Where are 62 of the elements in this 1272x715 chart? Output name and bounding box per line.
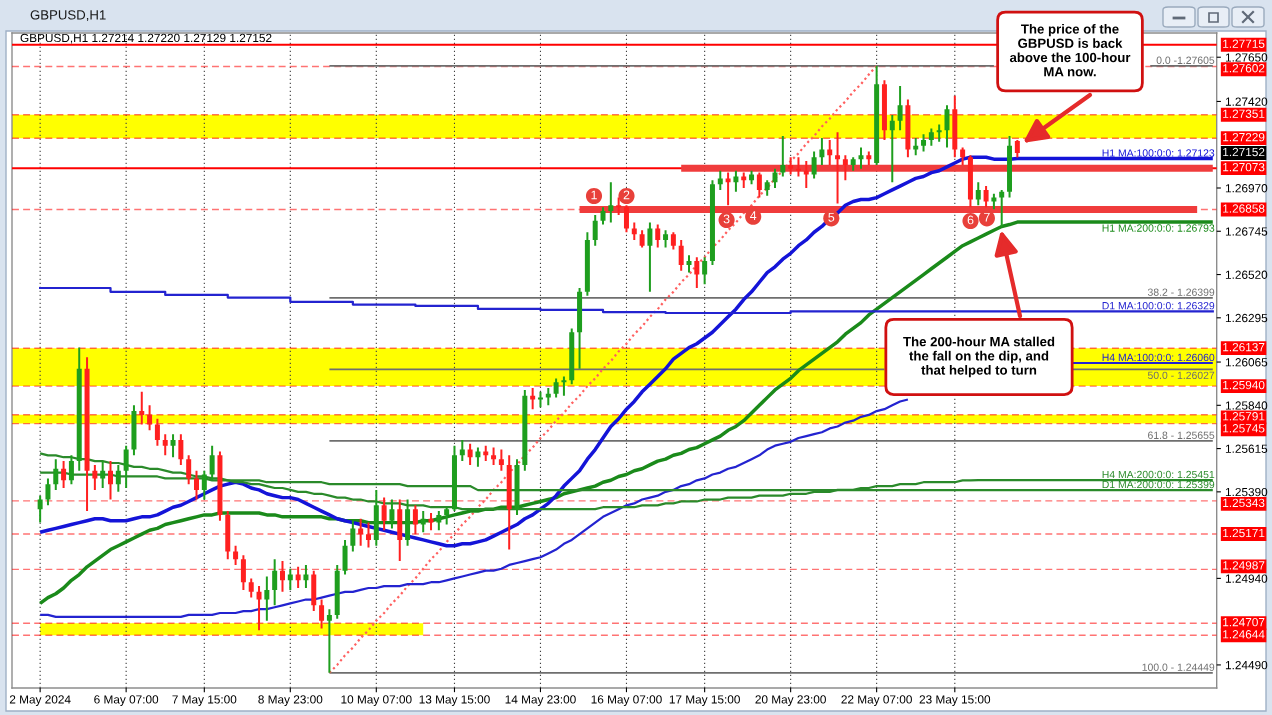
series-label: 50.0 - 1.26027 xyxy=(1147,371,1215,380)
x-tick-label: 13 May 15:00 xyxy=(419,695,490,706)
ref-line-label: 1.25171 xyxy=(1223,528,1265,538)
series-label: D1 MA:200:0:0: 1.25399 xyxy=(1102,480,1215,489)
x-tick-label: 8 May 23:00 xyxy=(258,695,323,706)
series-label: H4 MA:200:0:0: 1.25451 xyxy=(1102,470,1215,479)
ref-line-label: 1.26858 xyxy=(1223,204,1265,213)
y-tick-label: 1.26295 xyxy=(1225,313,1268,323)
series-label: D1 MA:100:0:0: 1.26329 xyxy=(1102,302,1215,310)
y-tick-label: 1.24490 xyxy=(1225,660,1268,670)
chart-subtitle: GBPUSD,H1 1.27214 1.27220 1.27129 1.27152 xyxy=(20,33,272,44)
ref-line-label: 1.27715 xyxy=(1223,39,1265,48)
x-tick-label: 10 May 07:00 xyxy=(341,695,412,706)
series-label: 61.8 - 1.25655 xyxy=(1148,431,1215,439)
annotation: The price of the GBPUSD is back above the 100-hour MA now. xyxy=(1009,24,1131,77)
annotation: 4 xyxy=(750,211,757,220)
x-tick-label: 14 May 23:00 xyxy=(505,695,576,706)
chart-title: GBPUSD,H1 xyxy=(30,10,106,22)
ref-line-label: 1.24987 xyxy=(1223,561,1265,570)
x-tick-label: 22 May 07:00 xyxy=(841,695,912,706)
series-label: H1 MA:100:0:0: 1.27123 xyxy=(1102,149,1215,157)
y-tick-label: 1.26520 xyxy=(1225,270,1268,279)
y-tick-label: 1.24940 xyxy=(1225,574,1268,583)
x-tick-label: 2 May 2024 xyxy=(9,695,71,706)
series-label: H4 MA:100:0:0: 1.26060 xyxy=(1102,353,1215,362)
y-tick-label: 1.26970 xyxy=(1225,184,1268,193)
series-label: H1 MA:200:0:0: 1.26793 xyxy=(1102,224,1215,232)
ref-line-label: 1.24644 xyxy=(1223,630,1265,639)
ref-line-label: 1.25940 xyxy=(1223,380,1265,390)
annotation: 5 xyxy=(828,212,835,222)
series-label: 100.0 - 1.24449 xyxy=(1142,663,1215,671)
ref-line-label: 1.25343 xyxy=(1223,498,1265,508)
y-tick-label: 1.27420 xyxy=(1225,97,1268,106)
annotation: 6 xyxy=(967,215,974,225)
y-tick-label: 1.27650 xyxy=(1225,53,1268,62)
y-tick-label: 1.26065 xyxy=(1225,358,1268,367)
ref-line-label: 1.25745 xyxy=(1223,424,1265,433)
series-label: 0.0 -1.27605 xyxy=(1156,56,1215,64)
ref-line-label: 1.27351 xyxy=(1223,109,1265,118)
annotation: The 200-hour MA stalled the fall on the dip, and that helped to turn xyxy=(903,336,1055,378)
x-tick-label: 20 May 23:00 xyxy=(755,695,826,706)
annotation: 1 xyxy=(591,190,597,200)
ref-line-label: 1.26137 xyxy=(1223,343,1265,352)
x-tick-label: 16 May 07:00 xyxy=(591,695,662,706)
annotation: 2 xyxy=(623,190,630,200)
series-label: 38.2 - 1.26399 xyxy=(1147,288,1215,296)
y-tick-label: 1.25615 xyxy=(1225,444,1268,453)
annotation: 3 xyxy=(723,214,730,224)
ref-line-label: 1.25791 xyxy=(1223,412,1265,421)
ref-line-label: 1.27229 xyxy=(1223,133,1265,142)
ref-line-label: 1.27602 xyxy=(1223,64,1265,73)
x-tick-label: 23 May 15:00 xyxy=(919,695,991,706)
y-tick-label: 1.25390 xyxy=(1225,487,1268,497)
text: 1.27152 xyxy=(1223,147,1265,157)
ref-line-label: 1.24707 xyxy=(1223,618,1265,627)
y-tick-label: 1.26745 xyxy=(1225,227,1268,236)
x-tick-label: 6 May 07:00 xyxy=(94,695,159,706)
y-tick-label: 1.25840 xyxy=(1225,401,1268,410)
x-tick-label: 7 May 15:00 xyxy=(172,695,237,706)
annotation: 7 xyxy=(984,212,990,222)
x-tick-label: 17 May 15:00 xyxy=(669,695,740,706)
ref-line-label: 1.27073 xyxy=(1223,163,1265,172)
